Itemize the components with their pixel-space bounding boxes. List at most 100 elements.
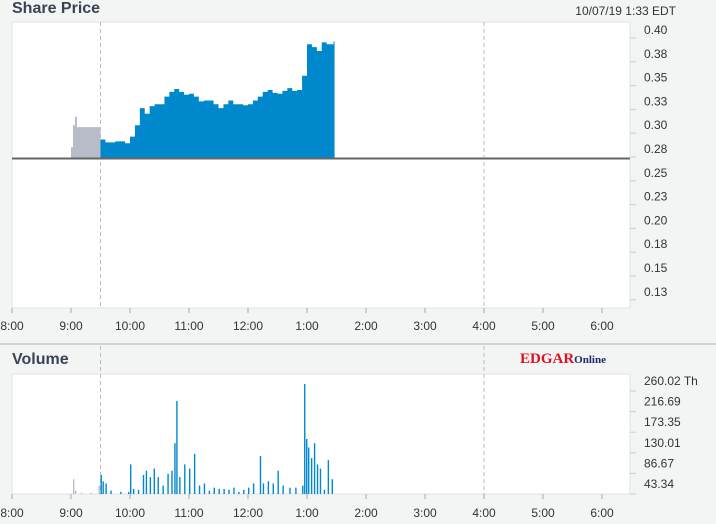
volume-bar [176,400,178,494]
volume-bar [98,485,100,494]
price-area-regular [100,41,335,159]
price-y-tick: 0.18 [644,237,668,251]
volume-bar [233,487,235,494]
volume-bar [252,483,255,494]
volume-x-tick: 1:00 [295,506,319,520]
volume-bar [262,483,265,494]
volume-x-tick: 11:00 [174,506,203,520]
volume-x-tick: 12:00 [233,506,263,520]
volume-x-tick: 6:00 [590,506,614,520]
volume-bar [184,464,186,494]
volume-bar [145,470,148,494]
volume-y-tick: 130.01 [644,436,681,450]
volume-bar [162,485,164,494]
volume-x-tick: 9:00 [59,506,83,520]
volume-bar [203,483,206,494]
volume-bar [72,479,75,494]
volume-bar [295,487,297,494]
volume-bar [90,492,93,494]
volume-bar [316,464,319,494]
volume-bar [171,470,173,494]
price-x-tick: 11:00 [174,319,203,333]
volume-bar [238,491,240,494]
volume-x-tick: 8:00 [0,506,24,520]
share-price-title: Share Price [12,0,101,17]
price-x-tick: 10:00 [115,319,145,333]
volume-bar [307,447,310,494]
volume-y-tick: 216.69 [644,395,681,409]
volume-y-tick: 43.34 [644,477,674,491]
volume-bar [243,489,245,494]
volume-bar [327,460,330,494]
volume-bar [137,489,140,494]
volume-x-tick: 3:00 [413,506,437,520]
price-x-tick: 6:00 [590,319,614,333]
volume-y-tick: 260.02 Th [644,374,698,388]
volume-bar [218,488,220,494]
volume-bar [213,487,215,494]
volume-bar [259,455,262,494]
price-area-pre-market [71,116,101,159]
price-y-tick: 0.13 [644,285,668,299]
price-x-tick: 5:00 [531,319,555,333]
volume-bar [142,474,145,494]
price-y-tick: 0.25 [644,166,668,180]
volume-bar [128,491,130,494]
volume-bar [153,468,155,494]
volume-bar [105,483,107,494]
volume-x-tick: 10:00 [115,506,145,520]
price-y-tick: 0.28 [644,142,668,156]
volume-bar [132,488,135,494]
volume-bar [277,470,279,494]
volume-y-tick: 173.35 [644,415,681,429]
volume-title: Volume [12,351,69,368]
volume-bar [80,492,83,494]
volume-bar [272,483,274,494]
volume-x-tick: 5:00 [531,506,555,520]
volume-bar [179,477,181,494]
volume-bar [304,384,306,494]
volume-bar [110,490,112,494]
volume-bar [100,474,102,494]
price-x-tick: 3:00 [413,319,437,333]
volume-y-tick: 86.67 [644,456,674,470]
price-x-tick: 4:00 [472,319,496,333]
volume-x-tick: 2:00 [354,506,378,520]
price-x-tick: 12:00 [233,319,263,333]
volume-bar [167,473,169,494]
volume-bar [319,468,322,494]
edgar-online-logo: EDGAROnline [520,351,606,367]
volume-bar [130,464,132,494]
volume-bar [198,485,201,494]
volume-bar [323,489,326,494]
price-x-tick: 1:00 [295,319,319,333]
timestamp: 10/07/19 1:33 EDT [575,4,676,18]
volume-bar [306,439,308,494]
volume-bar [248,487,250,494]
volume-bar [149,477,152,494]
volume-bar [313,443,316,494]
price-y-tick: 0.30 [644,118,668,132]
price-y-tick: 0.35 [644,71,668,85]
volume-bar [74,490,77,494]
price-y-tick: 0.23 [644,190,668,204]
price-x-tick: 8:00 [0,319,24,333]
price-y-tick: 0.20 [644,213,668,227]
volume-bar [282,485,284,494]
price-y-tick: 0.33 [644,94,668,108]
price-x-tick: 9:00 [59,319,83,333]
volume-bar [331,479,333,494]
volume-bar [157,477,159,494]
price-y-tick: 0.40 [644,23,668,37]
price-x-tick: 2:00 [354,319,378,333]
price-y-tick: 0.38 [644,47,668,61]
volume-x-tick: 4:00 [472,506,496,520]
volume-bar [302,485,304,494]
volume-bar [289,487,291,494]
volume-bar [174,443,176,494]
price-y-tick: 0.15 [644,261,668,275]
volume-bar [310,458,313,494]
volume-bar [193,453,196,494]
volume-bar [120,491,122,494]
